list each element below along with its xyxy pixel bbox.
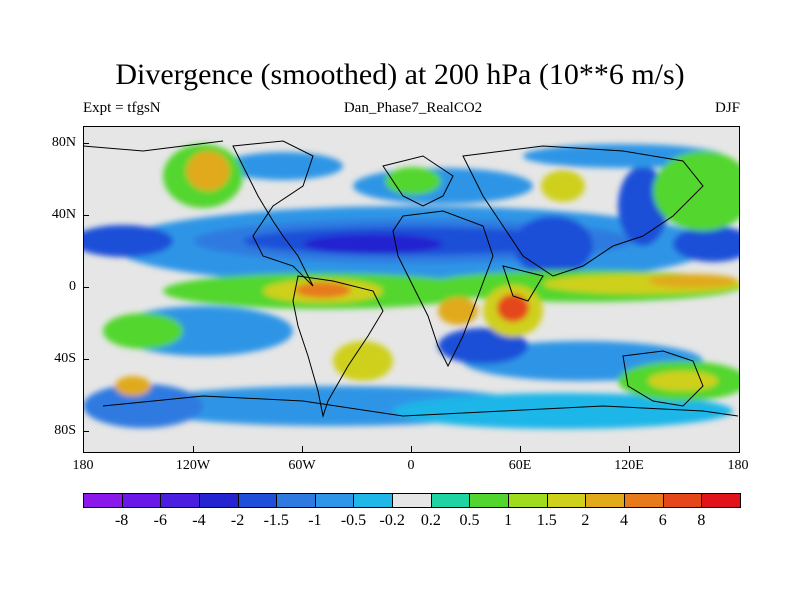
lat-label-80n: 80N	[51, 135, 76, 150]
colorbar-label: 0.5	[459, 512, 480, 529]
colorbar	[83, 493, 741, 508]
divergence-field	[83, 144, 740, 429]
colorbar-label: -1.5	[263, 512, 289, 529]
colorbar-box	[237, 493, 278, 508]
map-frame	[83, 126, 740, 453]
tick-0	[411, 446, 412, 452]
colorbar-label: -2	[230, 512, 245, 529]
colorbar-box	[469, 493, 510, 508]
lat-label-80s: 80S	[54, 423, 76, 438]
colorbar-label: 6	[658, 512, 667, 529]
colorbar-label: -1	[308, 512, 322, 529]
colorbar-box	[623, 493, 664, 508]
lat-label-40n: 40N	[51, 207, 76, 222]
colorbar-box	[662, 493, 703, 508]
colorbar-box	[160, 493, 200, 508]
plot-title: Divergence (smoothed) at 200 hPa (10**6 …	[115, 58, 685, 91]
lon-label-0: 0	[407, 458, 415, 473]
colorbar-box	[198, 493, 239, 508]
lon-label-180e: 180	[727, 458, 749, 473]
lat-label-equator: 0	[69, 279, 76, 294]
colorbar-label: 2	[581, 512, 590, 529]
lon-label-120w: 120W	[175, 458, 211, 473]
tick-80s	[83, 431, 89, 432]
lon-label-180w: 180	[72, 458, 94, 473]
colorbar-label: -6	[153, 512, 167, 529]
colorbar-label: 1	[504, 512, 513, 529]
lat-label-40s: 40S	[54, 351, 76, 366]
colorbar-label: -8	[114, 512, 129, 529]
experiment-label: Expt = tfgsN	[83, 100, 161, 116]
tick-120w	[193, 446, 194, 452]
colorbar-box	[585, 493, 625, 508]
tick-eq	[83, 287, 89, 288]
lon-label-120e: 120E	[614, 458, 644, 473]
colorbar-box	[546, 493, 587, 508]
colorbar-box	[353, 493, 394, 508]
colorbar-box	[83, 493, 123, 508]
colorbar-box	[430, 493, 471, 508]
tick-40n	[83, 215, 89, 216]
divergence-map	[83, 126, 740, 453]
colorbar-box	[121, 493, 162, 508]
run-name-label: Dan_Phase7_RealCO2	[343, 100, 483, 116]
coastlines	[83, 140, 739, 418]
colorbar-box	[276, 493, 316, 508]
lon-label-60e: 60E	[508, 458, 532, 473]
tick-120e	[629, 446, 630, 452]
colorbar-label: 4	[620, 512, 629, 529]
colorbar-label: -0.5	[340, 512, 367, 529]
colorbar-label: -0.2	[379, 512, 405, 529]
colorbar-box	[508, 493, 548, 508]
colorbar-box	[701, 493, 741, 508]
colorbar-label: 0.2	[420, 512, 441, 529]
colorbar-label: -4	[192, 512, 206, 529]
lon-label-60w: 60W	[288, 458, 316, 473]
colorbar-label: 8	[697, 512, 706, 529]
colorbar-label: 1.5	[536, 512, 557, 529]
season-label: DJF	[714, 100, 740, 116]
colorbar-box	[392, 493, 432, 508]
tick-60w	[302, 446, 303, 452]
tick-80n	[83, 143, 89, 144]
tick-60e	[520, 446, 521, 452]
tick-40s	[83, 359, 89, 360]
colorbar-box	[314, 493, 355, 508]
